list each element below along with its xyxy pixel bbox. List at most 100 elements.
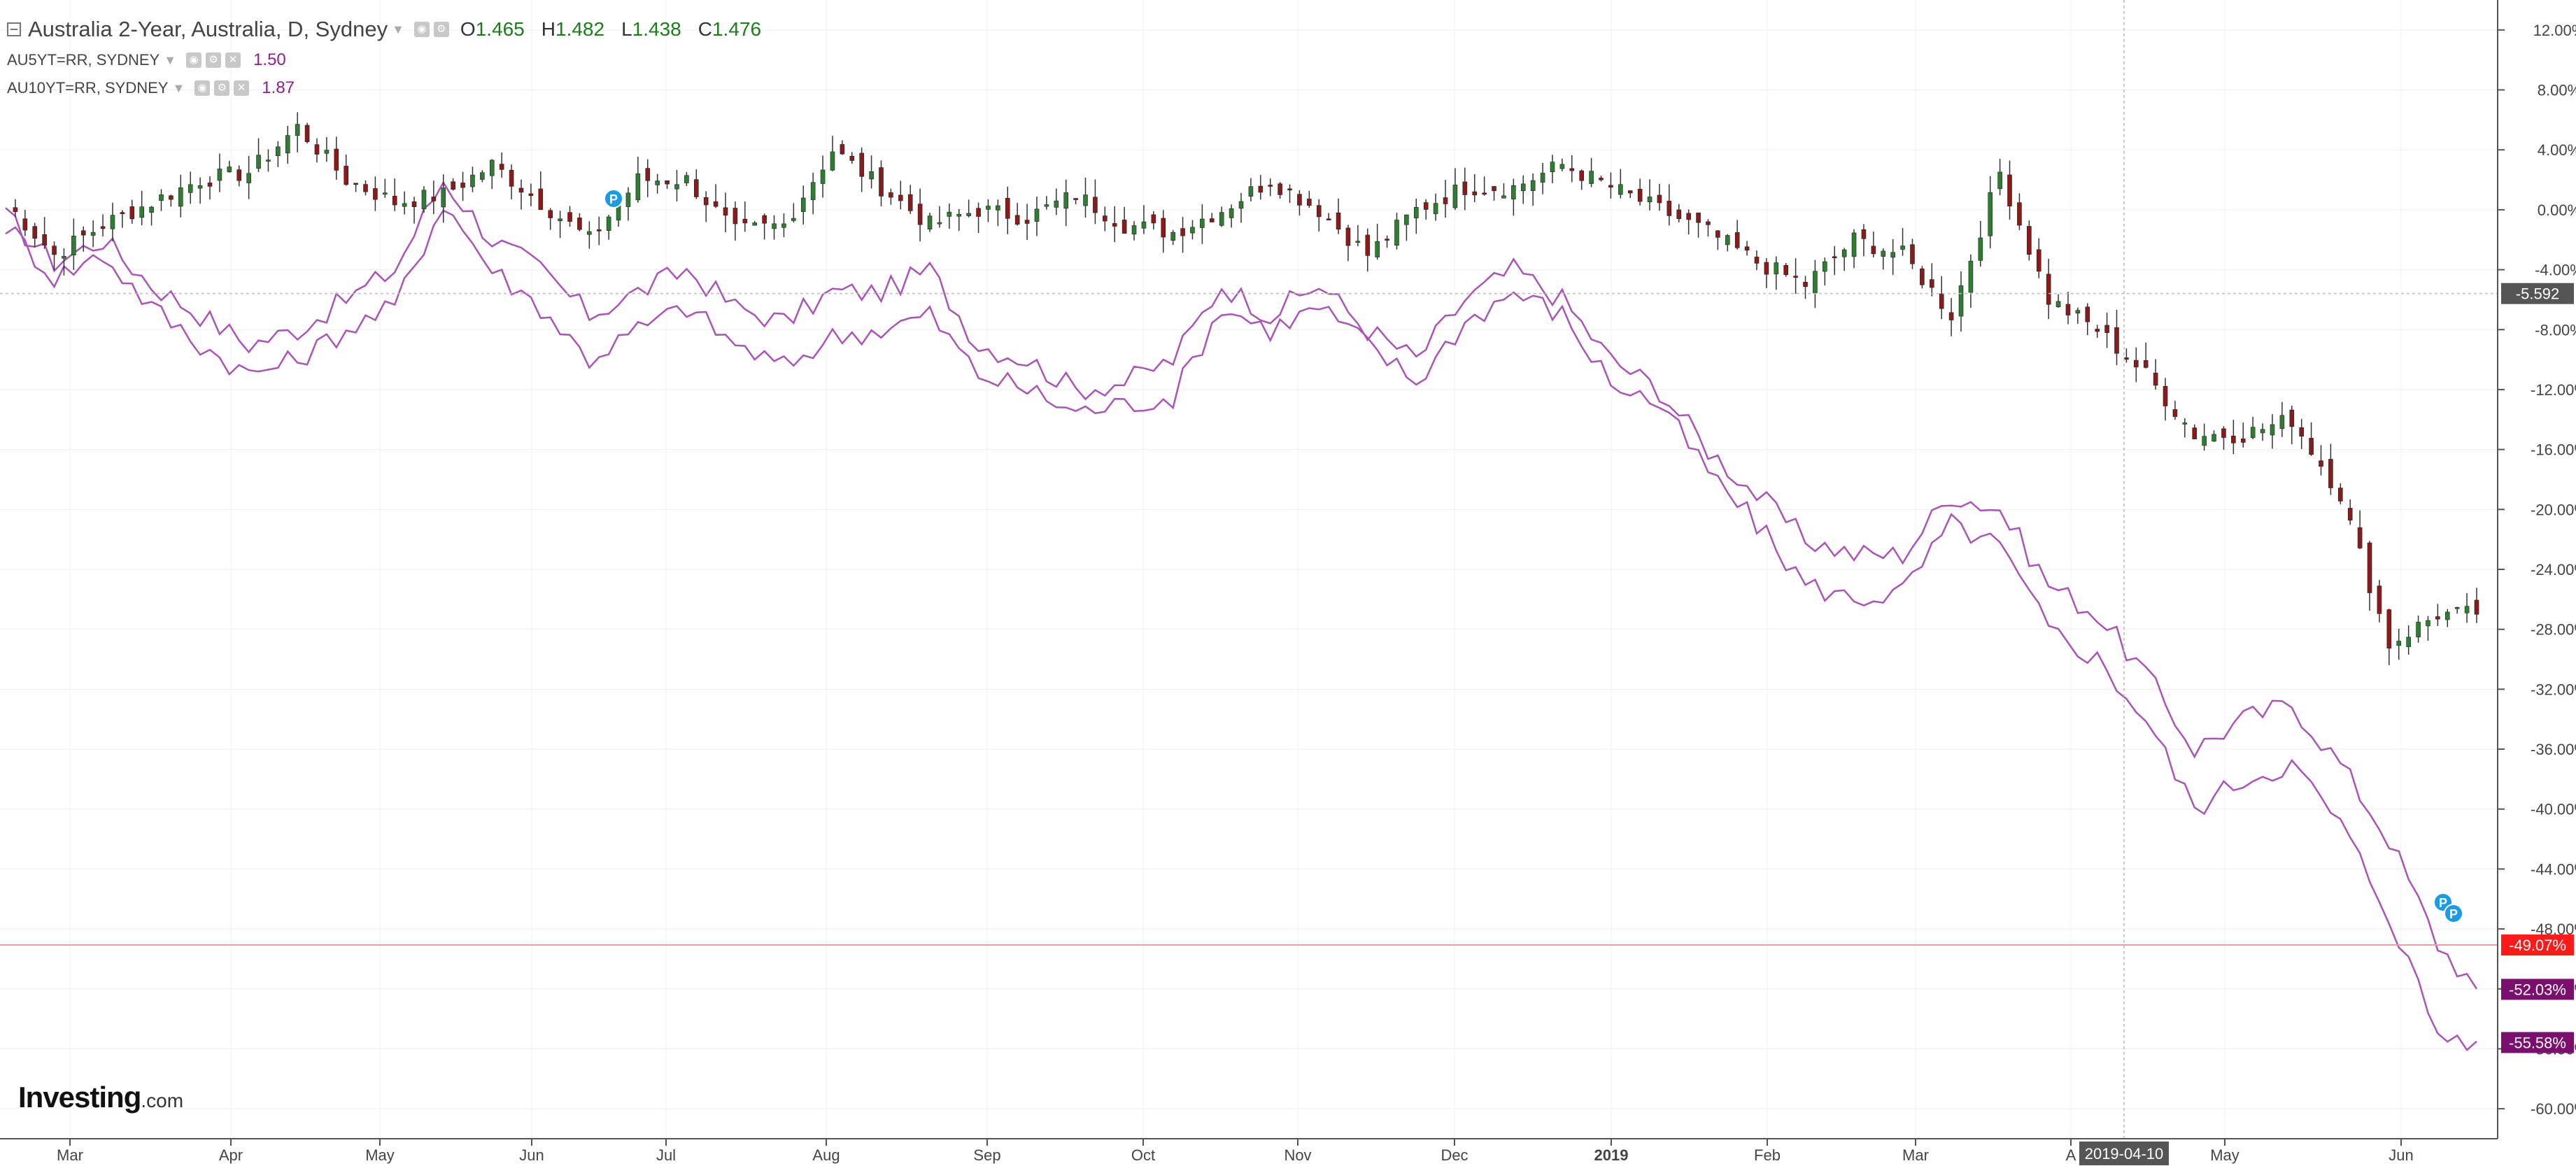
candle-body	[1657, 194, 1662, 204]
candle-body	[207, 183, 213, 187]
candle-body	[674, 184, 679, 190]
eye-icon[interactable]: ◉	[186, 52, 202, 68]
candle	[1054, 188, 1059, 215]
candle-body	[2085, 306, 2090, 322]
candle	[810, 172, 816, 215]
candle	[489, 159, 495, 190]
candle	[1278, 182, 1282, 199]
candle-body	[665, 180, 670, 185]
candle-body	[1394, 220, 1399, 246]
candle	[1939, 276, 1944, 320]
candle	[169, 194, 174, 207]
candle	[2367, 541, 2372, 611]
candle-body	[859, 152, 864, 177]
gear-icon[interactable]: ⚙	[206, 52, 222, 68]
candle	[1520, 175, 1526, 204]
compare-series-name[interactable]: AU5YT=RR, SYDNEY	[7, 51, 160, 69]
candle	[976, 202, 981, 234]
candle-body	[1200, 218, 1205, 228]
candle-body	[684, 175, 689, 183]
candle-body	[2192, 427, 2198, 439]
chevron-down-icon[interactable]: ▼	[164, 52, 177, 67]
candle-body	[1248, 186, 1254, 197]
candle-body	[1676, 209, 1682, 220]
candle	[1686, 209, 1691, 235]
candle-body	[499, 164, 504, 170]
candle	[1394, 213, 1399, 250]
chevron-down-icon[interactable]: ▼	[392, 22, 404, 36]
candle	[723, 192, 728, 233]
candle-body	[100, 226, 106, 229]
event-marker-label: P	[2439, 896, 2447, 910]
candle-body	[2124, 357, 2129, 360]
candle	[451, 178, 455, 191]
candle-body	[139, 206, 144, 218]
candle-body	[567, 212, 572, 222]
candle	[1355, 225, 1361, 246]
candle-body	[2055, 301, 2061, 308]
candle	[2377, 580, 2382, 623]
candle	[2211, 430, 2216, 442]
candle-body	[781, 223, 786, 228]
gear-icon[interactable]: ⚙	[214, 80, 230, 96]
candle-body	[635, 173, 641, 201]
candle	[1433, 193, 1438, 221]
candle-body	[71, 235, 76, 256]
x-tick-label: A	[2066, 1146, 2076, 1164]
event-marker: P	[604, 189, 623, 208]
eye-icon[interactable]: ◉	[194, 80, 211, 96]
y-tick-label: 12.00%	[2533, 22, 2576, 39]
candle	[13, 199, 18, 218]
eye-icon[interactable]: ◉	[413, 22, 430, 37]
candle	[752, 221, 758, 226]
candle	[227, 160, 232, 173]
candle	[645, 159, 651, 197]
candle-body	[2347, 508, 2353, 521]
candle-body	[596, 229, 602, 232]
candle-body	[1706, 221, 1711, 225]
candle	[90, 220, 96, 248]
candle	[1988, 176, 1993, 249]
candle-body	[1492, 186, 1496, 192]
candle	[898, 180, 903, 210]
candle	[1881, 248, 1886, 270]
candle-body	[1345, 227, 1351, 246]
candle	[197, 177, 203, 204]
candle-body	[1958, 285, 1964, 317]
candle	[1131, 221, 1137, 241]
candle	[2046, 259, 2051, 320]
high-value: 1.482	[555, 18, 605, 40]
candle-body	[703, 197, 709, 206]
candle	[480, 170, 485, 183]
gear-icon[interactable]: ⚙	[433, 22, 449, 37]
candle	[1268, 178, 1273, 197]
candle	[1530, 173, 1536, 206]
candle-body	[90, 232, 96, 236]
compare-series-name[interactable]: AU10YT=RR, SYDNEY	[7, 79, 169, 97]
collapse-legend-icon[interactable]	[7, 22, 21, 36]
candle-body	[295, 124, 300, 136]
chevron-down-icon[interactable]: ▼	[172, 80, 185, 95]
candle	[2426, 616, 2430, 641]
x-tick-label: Jul	[656, 1146, 676, 1164]
candle	[1725, 234, 1730, 252]
candle	[655, 173, 660, 194]
candle-body	[13, 207, 18, 212]
close-icon[interactable]: ✕	[225, 52, 241, 68]
candle	[32, 222, 38, 248]
candle-body	[2250, 427, 2256, 439]
y-tick-label: -32.00%	[2531, 681, 2576, 698]
candle	[596, 216, 602, 246]
candle	[1569, 155, 1575, 183]
candle-body	[80, 230, 86, 236]
close-icon[interactable]: ✕	[234, 80, 250, 96]
candle-body	[52, 246, 57, 255]
compare-series-legend-1: AU5YT=RR, SYDNEY ▼ ◉ ⚙ ✕ 1.50	[7, 46, 771, 74]
main-series-title[interactable]: Australia 2-Year, Australia, D, Sydney	[28, 17, 388, 41]
compare-value-tag-text: -55.58%	[2509, 1034, 2566, 1051]
candle-body	[762, 215, 767, 224]
candle	[1851, 229, 1857, 269]
candle-body	[879, 167, 884, 197]
candle	[431, 180, 437, 215]
